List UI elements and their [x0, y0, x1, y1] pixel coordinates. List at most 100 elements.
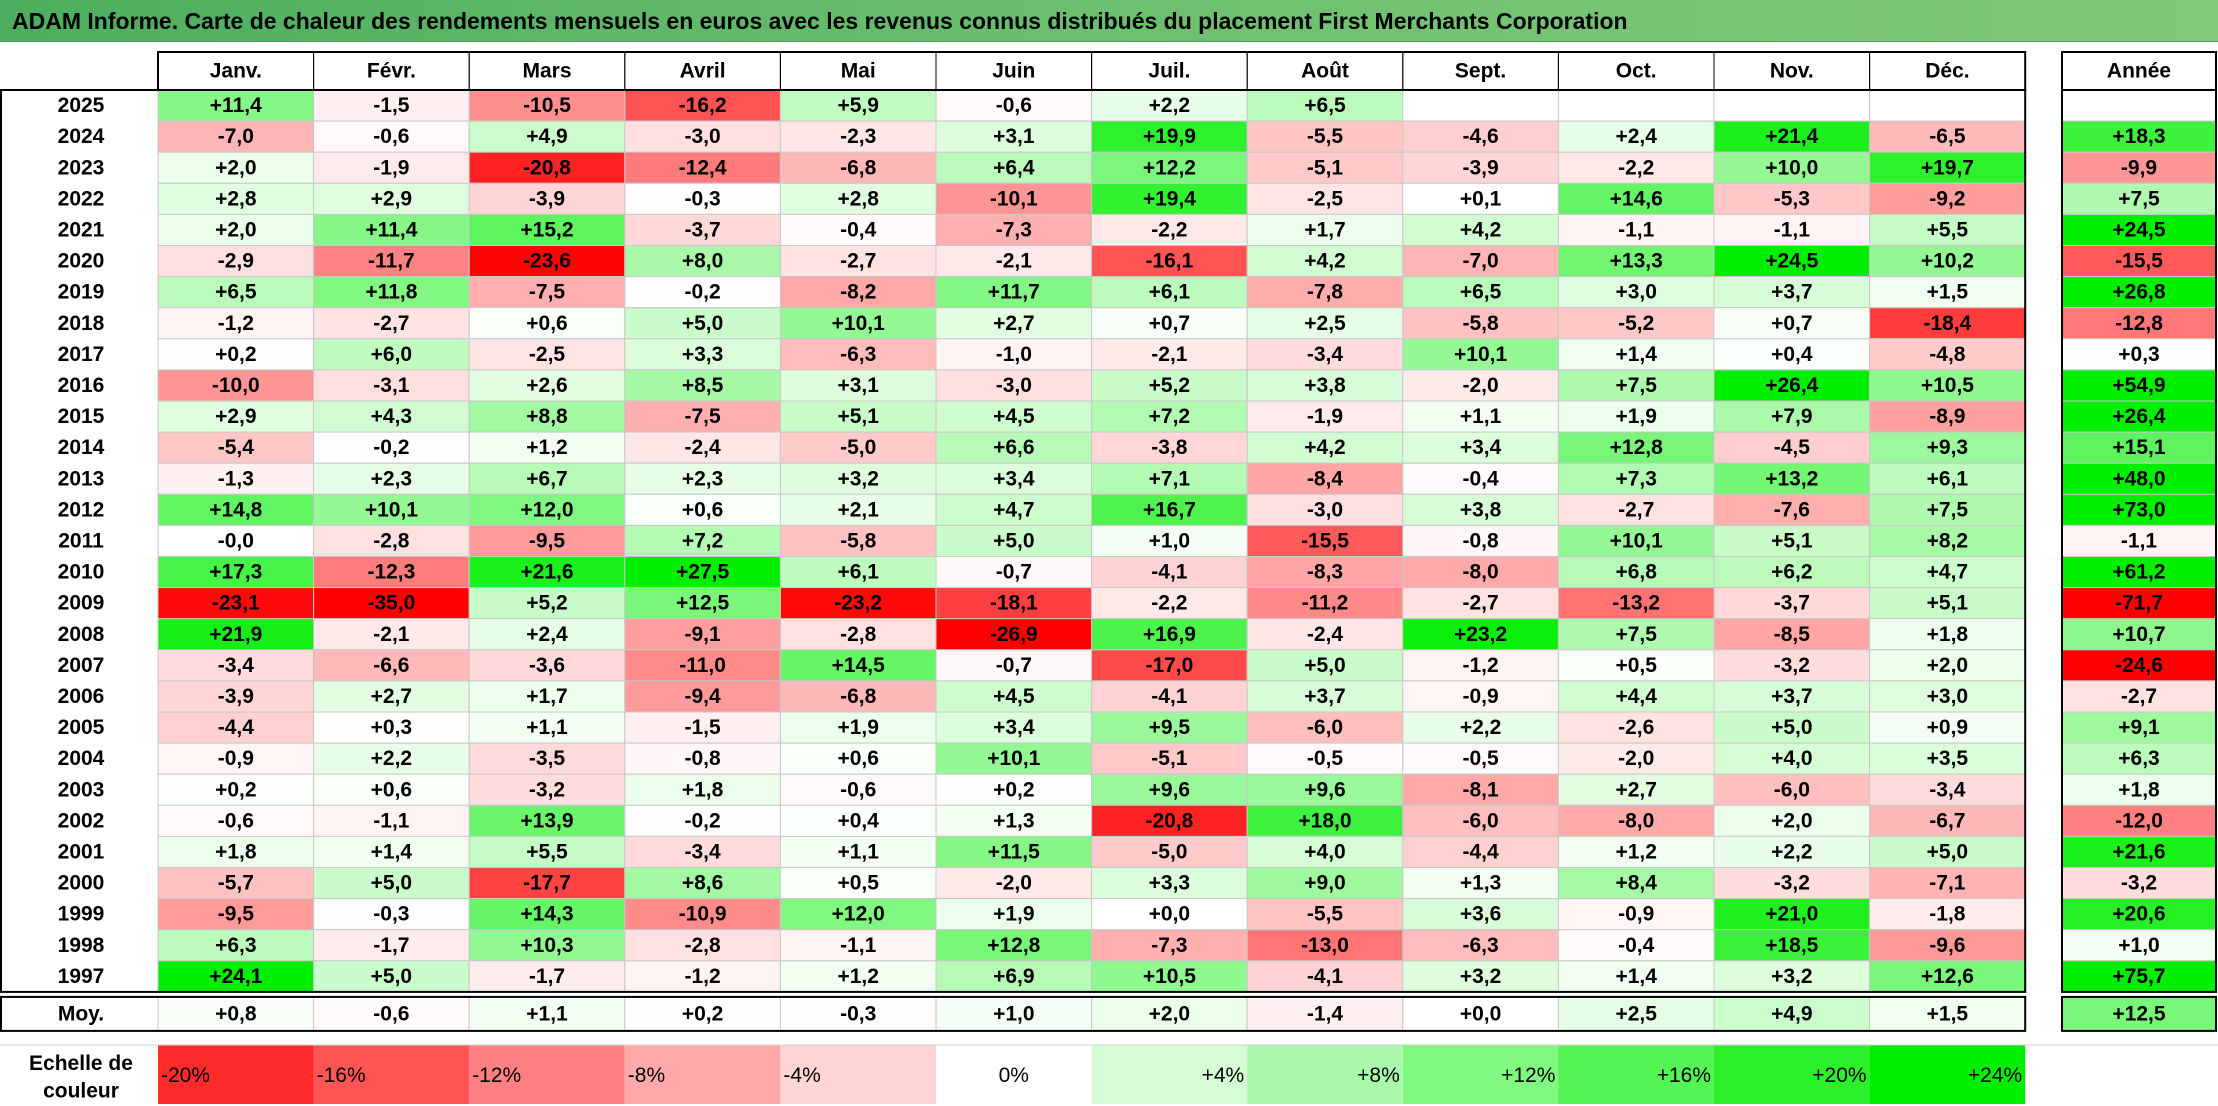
annual-cell [2061, 120, 2217, 153]
cell-value: +11,7 [988, 281, 1040, 304]
scale-swatch [313, 1045, 470, 1104]
heatmap-cell [468, 680, 626, 713]
heatmap-cell [624, 462, 781, 495]
month-header-12: Déc. [1925, 60, 1969, 83]
year-label: 2004 [58, 747, 105, 770]
annual-value: +73,0 [2112, 498, 2165, 521]
cell-value: -3,4 [1929, 778, 1966, 801]
heatmap-cell [1869, 369, 2026, 402]
heatmap-cell [935, 680, 1093, 713]
heatmap-cell [779, 524, 937, 558]
annual-cell [2061, 556, 2217, 589]
cell-value: -0,9 [1463, 685, 1499, 708]
annual-value: +20,6 [2112, 903, 2165, 926]
cell-value: -1,8 [1929, 903, 1966, 926]
month-header-11: Nov. [1770, 60, 1814, 83]
heatmap-cell [1557, 182, 1715, 215]
cell-value: -0,9 [1618, 903, 1654, 926]
heatmap-cell [935, 556, 1093, 589]
cell-value: -6,7 [1929, 809, 1965, 832]
cell-value: +18,5 [1765, 934, 1818, 957]
heatmap-cell [313, 711, 470, 744]
annual-value: +6,3 [2118, 747, 2159, 770]
annual-value: +26,4 [2112, 405, 2165, 428]
heatmap-cell [1713, 898, 1871, 931]
cell-value: -3,7 [685, 218, 721, 241]
heatmap-cell [935, 338, 1093, 371]
cell-value: +4,7 [1927, 561, 1968, 584]
scale-label: -4% [783, 1064, 820, 1087]
cell-value: -6,5 [1929, 125, 1966, 148]
heatmap-cell [624, 493, 781, 526]
cell-value: +1,9 [1615, 405, 1656, 428]
heatmap-cell [935, 929, 1093, 962]
cell-value: -0,7 [996, 654, 1032, 677]
annual-value: -12,0 [2115, 809, 2163, 832]
heatmap-cell [313, 338, 470, 371]
cell-value: -12,3 [367, 561, 415, 584]
heatmap-cell [935, 804, 1093, 837]
heatmap-cell [468, 245, 626, 278]
cell-value: -0,5 [1307, 747, 1344, 770]
cell-value: -1,9 [373, 156, 409, 179]
heatmap-cell [1402, 742, 1559, 775]
cell-value: -3,2 [1774, 872, 1810, 895]
annual-cell [2061, 369, 2217, 402]
cell-value: +3,7 [1771, 685, 1812, 708]
heatmap-cell [1557, 773, 1715, 806]
cell-value: -9,1 [685, 623, 722, 646]
cell-value: -0,4 [1618, 934, 1655, 957]
heatmap-cell [1246, 338, 1404, 371]
cell-value: +10,1 [365, 498, 418, 521]
heatmap-cell [624, 276, 781, 309]
scale-label: -20% [161, 1064, 210, 1087]
cell-value: -8,5 [1774, 623, 1811, 646]
heatmap-cell [1246, 680, 1404, 713]
cell-value: +3,0 [1927, 685, 1968, 708]
heatmap-cell [157, 804, 315, 837]
cell-value: +5,2 [1149, 374, 1190, 397]
cell-value: -5,0 [1151, 840, 1187, 863]
scale-swatch [469, 1045, 625, 1104]
annual-value: +0,3 [2118, 343, 2159, 366]
cell-value: +1,4 [1615, 343, 1657, 366]
year-label: 2019 [58, 281, 105, 304]
cell-value: +4,4 [1615, 685, 1657, 708]
cell-value: +19,7 [1921, 156, 1974, 179]
cell-value: +2,3 [682, 467, 723, 490]
cell-value: +6,1 [837, 561, 879, 584]
cell-value: +14,5 [832, 654, 885, 677]
cell-value: +4,2 [1304, 250, 1345, 273]
scale-label: +8% [1357, 1064, 1400, 1087]
cell-value: -1,9 [1307, 405, 1343, 428]
year-label: 2012 [58, 498, 105, 521]
heatmap-cell [1246, 400, 1404, 433]
cell-value: -16,1 [1145, 250, 1193, 273]
heatmap-cell [1091, 307, 1248, 340]
cell-value: -1,2 [685, 965, 721, 988]
annual-value: +18,3 [2112, 125, 2165, 148]
cell-value: -1,0 [996, 343, 1032, 366]
cell-value: -20,8 [1145, 809, 1193, 832]
cell-value: +3,3 [1149, 872, 1190, 895]
cell-value: -2,2 [1618, 156, 1654, 179]
cell-value: +7,5 [1615, 623, 1657, 646]
heatmap-cell [1246, 120, 1404, 153]
cell-value: +3,4 [1460, 436, 1502, 459]
month-header-3: Mars [522, 60, 571, 83]
scale-label: +4% [1202, 1064, 1245, 1087]
cell-value: +0,5 [1615, 654, 1657, 677]
year-label: 2020 [58, 250, 105, 273]
cell-value: -6,6 [373, 654, 409, 677]
heatmap-cell [1091, 245, 1248, 278]
cell-value: -5,1 [1307, 156, 1344, 179]
cell-value: -2,7 [1618, 498, 1654, 521]
heatmap-cell [1091, 929, 1248, 962]
cell-value: -6,0 [1774, 778, 1810, 801]
heatmap-cell [1091, 151, 1248, 184]
cell-value: -11,2 [1302, 592, 1349, 615]
year-label: 2003 [58, 778, 105, 801]
cell-value: +1,4 [371, 840, 413, 863]
annual-value: +24,5 [2112, 218, 2165, 241]
